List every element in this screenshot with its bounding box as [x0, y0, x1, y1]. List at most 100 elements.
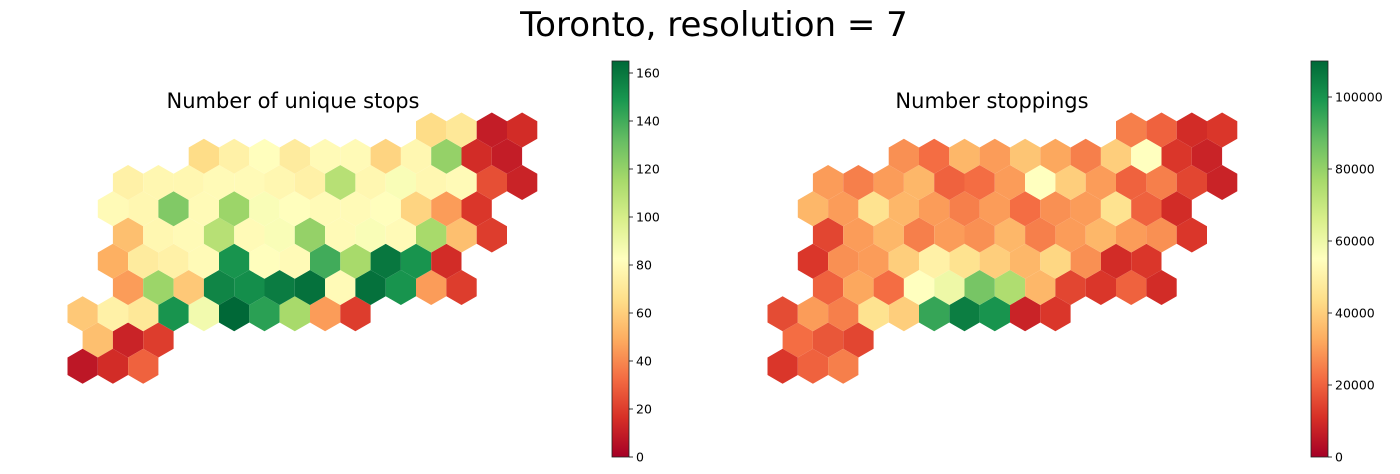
right-panel-title: Number stoppings [895, 89, 1088, 113]
hex-cell [797, 348, 829, 384]
hex-cell [385, 165, 416, 200]
hex-cell [325, 165, 356, 200]
hex-cell [1040, 296, 1071, 332]
hex-cell [934, 217, 965, 253]
hex-cell [234, 165, 265, 200]
hex-cell [97, 191, 129, 227]
hex-cell [97, 243, 129, 279]
hex-cell [812, 270, 844, 305]
colorbar-tick-label: 0 [636, 450, 644, 465]
hex-cell [128, 348, 159, 384]
hex-cell [1010, 296, 1041, 332]
colorbar-tick-label: 160 [636, 66, 660, 81]
hex-cell [188, 191, 219, 227]
hex-cell [1025, 270, 1056, 305]
colorbar-tick-label: 40000 [1335, 306, 1375, 321]
hex-cell [979, 296, 1010, 332]
hex-cell [143, 322, 174, 358]
hex-cell [1025, 165, 1056, 200]
hex-cell [128, 296, 159, 332]
hex-cell [340, 243, 371, 279]
hex-cell [1146, 112, 1177, 148]
hex-cell [279, 243, 310, 279]
hex-cell [279, 138, 310, 174]
hex-cell [1085, 165, 1116, 200]
hex-cell [82, 322, 113, 358]
hex-cell [279, 191, 310, 227]
hex-cell [158, 191, 189, 227]
hex-cell [67, 348, 98, 384]
hex-cell [1191, 138, 1223, 174]
hex-cell [843, 270, 874, 305]
hex-cell [143, 165, 174, 200]
hex-cell [828, 348, 859, 384]
hex-cell [797, 243, 829, 279]
hex-cell [888, 243, 919, 279]
hex-cell [112, 322, 144, 358]
hex-cell [97, 348, 129, 384]
unique-stops-colorbar [611, 60, 630, 458]
hex-cell [1116, 165, 1147, 200]
hex-cell [385, 270, 416, 305]
hex-cell [310, 138, 341, 174]
hex-cell [903, 217, 935, 253]
hex-cell [979, 243, 1010, 279]
colorbar-tick-label: 100000 [1335, 90, 1383, 105]
hex-cell [370, 243, 401, 279]
hex-cell [1040, 191, 1071, 227]
hex-cell [979, 138, 1010, 174]
hex-cell [446, 112, 477, 148]
hex-cell [1070, 138, 1101, 174]
hex-cell [294, 217, 326, 253]
hex-cell [476, 217, 507, 253]
hex-cell [797, 296, 829, 332]
stoppings-colorbar [1310, 60, 1329, 458]
hex-cell [400, 191, 432, 227]
hex-cell [1085, 270, 1116, 305]
hex-cell [919, 138, 950, 174]
hex-cell [203, 217, 235, 253]
hex-cell [340, 296, 371, 332]
hex-cell [507, 165, 538, 200]
hex-cell [873, 165, 904, 200]
hex-cell [949, 243, 980, 279]
hex-cell [1207, 165, 1238, 200]
hex-cell [1131, 191, 1162, 227]
hex-cell [416, 270, 447, 305]
hex-cell [188, 138, 219, 174]
hex-cell [1161, 191, 1192, 227]
hex-cell [1100, 191, 1132, 227]
left-panel-title: Number of unique stops [167, 89, 420, 113]
hex-cell [812, 322, 844, 358]
hex-cell [310, 191, 341, 227]
hex-cell [461, 138, 492, 174]
hex-cell [812, 217, 844, 253]
unique-stops-hexmap [67, 112, 538, 384]
hex-cell [858, 191, 889, 227]
hex-cell [903, 270, 935, 305]
hex-cell [1146, 165, 1177, 200]
hex-cell [919, 243, 950, 279]
hex-cell [1161, 138, 1192, 174]
hex-cell [828, 296, 859, 332]
hex-cell [994, 165, 1026, 200]
hex-cell [173, 217, 204, 253]
colorbar-tick-label: 20 [636, 402, 652, 417]
hex-cell [828, 243, 859, 279]
hex-cell [843, 165, 874, 200]
hex-cell [1055, 217, 1086, 253]
colorbar-tick-label: 80 [636, 258, 652, 273]
hex-cell [1040, 243, 1071, 279]
hex-cell [219, 296, 250, 332]
hex-cell [203, 270, 235, 305]
hex-cell [249, 243, 280, 279]
hex-cell [858, 243, 889, 279]
hex-cell [1100, 138, 1132, 174]
hex-cell [219, 243, 250, 279]
hex-cell [279, 296, 310, 332]
hex-cell [1116, 270, 1147, 305]
hex-cell [143, 217, 174, 253]
hex-cell [1070, 243, 1101, 279]
hex-cell [219, 138, 250, 174]
